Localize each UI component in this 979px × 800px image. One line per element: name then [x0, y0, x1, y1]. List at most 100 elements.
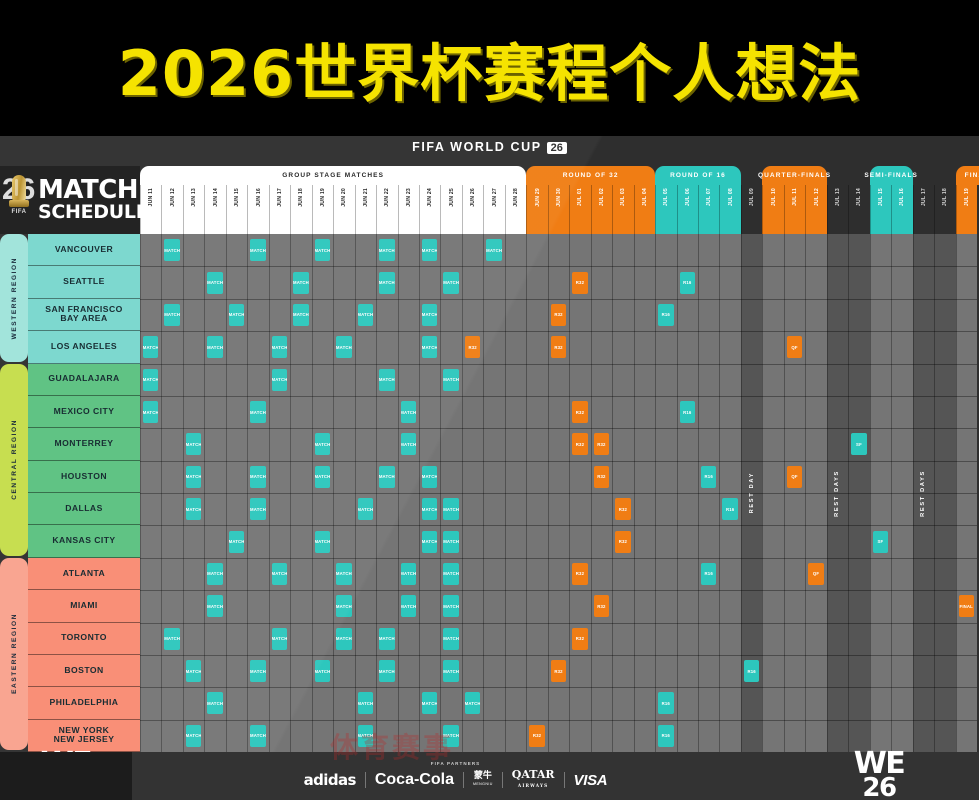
city-row-houston[interactable]: HOUSTON — [28, 460, 140, 493]
match-cell[interactable]: MATCH — [314, 465, 331, 488]
date-header-12[interactable]: JUN 23 — [397, 185, 419, 234]
match-cell[interactable]: SF — [851, 433, 867, 456]
match-cell[interactable]: QF — [786, 336, 803, 359]
date-header-2[interactable]: JUN 13 — [182, 185, 205, 234]
match-cell[interactable]: R16 — [679, 271, 695, 294]
match-cell[interactable]: MATCH — [357, 724, 374, 747]
date-header-13[interactable]: JUN 24 — [419, 185, 441, 234]
date-header-14[interactable]: JUN 25 — [440, 185, 462, 234]
match-cell[interactable]: MATCH — [443, 660, 459, 683]
match-cell[interactable]: MATCH — [464, 692, 481, 715]
match-cell[interactable]: R32 — [593, 433, 610, 456]
match-cell[interactable]: MATCH — [336, 562, 352, 585]
match-cell[interactable]: MATCH — [250, 401, 266, 424]
city-row-philadelphia[interactable]: PHILADELPHIA — [28, 687, 140, 720]
date-header-15[interactable]: JUN 26 — [461, 185, 484, 234]
city-row-san-francisco-bay-area[interactable]: SAN FRANCISCO BAY AREA — [28, 298, 140, 332]
match-cell[interactable]: R16 — [701, 562, 717, 585]
match-cell[interactable]: MATCH — [314, 433, 331, 456]
match-cell[interactable]: MATCH — [185, 724, 202, 747]
match-cell[interactable]: MATCH — [422, 303, 438, 326]
date-header-20[interactable]: JUL 01 — [569, 185, 591, 234]
date-header-11[interactable]: JUN 22 — [376, 185, 398, 234]
match-cell[interactable]: R16 — [658, 692, 674, 715]
city-row-guadalajara[interactable]: GUADALAJARA — [28, 363, 140, 396]
date-header-7[interactable]: JUN 18 — [290, 185, 312, 234]
date-header-33[interactable]: JUL 14 — [848, 185, 869, 234]
match-cell[interactable]: MATCH — [336, 627, 352, 650]
date-header-37[interactable]: JUL 18 — [934, 185, 955, 234]
match-cell[interactable]: MATCH — [379, 465, 395, 488]
city-row-miami[interactable]: MIAMI — [28, 590, 140, 623]
match-cell[interactable]: R32 — [593, 465, 610, 488]
match-cell[interactable]: MATCH — [164, 627, 180, 650]
date-header-32[interactable]: JUL 13 — [826, 185, 848, 234]
match-cell[interactable]: MATCH — [271, 562, 288, 585]
match-cell[interactable]: R16 — [701, 465, 717, 488]
match-cell[interactable]: MATCH — [228, 303, 245, 326]
match-cell[interactable]: MATCH — [400, 562, 416, 585]
match-cell[interactable]: MATCH — [293, 271, 309, 294]
date-header-16[interactable]: JUN 27 — [483, 185, 505, 234]
match-cell[interactable]: R32 — [593, 595, 610, 618]
match-cell[interactable]: R32 — [572, 627, 588, 650]
match-cell[interactable]: MATCH — [400, 433, 416, 456]
match-cell[interactable]: MATCH — [443, 368, 459, 391]
match-cell[interactable]: MATCH — [207, 595, 223, 618]
date-header-0[interactable]: JUN 11 — [140, 185, 162, 234]
match-cell[interactable]: MATCH — [379, 627, 395, 650]
match-cell[interactable]: R32 — [572, 271, 588, 294]
date-header-18[interactable]: JUN 29 — [526, 185, 548, 234]
city-row-los-angeles[interactable]: LOS ANGELES — [28, 331, 140, 364]
date-header-29[interactable]: JUL 10 — [762, 185, 784, 234]
match-cell[interactable]: MATCH — [422, 465, 438, 488]
date-header-3[interactable]: JUN 14 — [204, 185, 226, 234]
match-cell[interactable]: MATCH — [228, 530, 245, 553]
date-header-17[interactable]: JUN 28 — [504, 185, 527, 234]
match-cell[interactable]: MATCH — [143, 336, 159, 359]
city-row-monterrey[interactable]: MONTERREY — [28, 428, 140, 461]
date-header-23[interactable]: JUL 04 — [633, 185, 656, 234]
match-cell[interactable]: R32 — [550, 660, 567, 683]
match-cell[interactable]: MATCH — [422, 239, 438, 262]
match-cell[interactable]: MATCH — [207, 271, 223, 294]
match-cell[interactable]: R32 — [572, 562, 588, 585]
match-cell[interactable]: MATCH — [443, 595, 459, 618]
date-header-4[interactable]: JUN 15 — [225, 185, 248, 234]
match-cell[interactable]: MATCH — [314, 530, 331, 553]
city-row-seattle[interactable]: SEATTLE — [28, 266, 140, 299]
match-cell[interactable]: MATCH — [443, 724, 459, 747]
match-cell[interactable]: MATCH — [422, 336, 438, 359]
match-cell[interactable]: MATCH — [357, 498, 374, 521]
match-cell[interactable]: MATCH — [250, 498, 266, 521]
match-cell[interactable]: MATCH — [443, 530, 459, 553]
date-header-25[interactable]: JUL 06 — [676, 185, 698, 234]
match-cell[interactable]: MATCH — [250, 239, 266, 262]
match-cell[interactable]: R16 — [722, 498, 738, 521]
match-cell[interactable]: MATCH — [443, 498, 459, 521]
match-cell[interactable]: MATCH — [486, 239, 502, 262]
match-cell[interactable]: MATCH — [336, 595, 352, 618]
match-cell[interactable]: FINAL — [958, 595, 974, 618]
date-header-10[interactable]: JUN 21 — [354, 185, 377, 234]
date-header-9[interactable]: JUN 20 — [333, 185, 355, 234]
city-row-dallas[interactable]: DALLAS — [28, 493, 140, 526]
match-cell[interactable]: MATCH — [143, 401, 159, 424]
match-cell[interactable]: QF — [786, 465, 803, 488]
match-cell[interactable]: R16 — [743, 660, 760, 683]
date-header-8[interactable]: JUN 19 — [311, 185, 334, 234]
city-row-kansas-city[interactable]: KANSAS CITY — [28, 525, 140, 558]
date-header-35[interactable]: JUL 16 — [891, 185, 913, 234]
match-cell[interactable]: R16 — [658, 724, 674, 747]
match-cell[interactable]: MATCH — [207, 692, 223, 715]
match-cell[interactable]: MATCH — [271, 368, 288, 391]
match-cell[interactable]: MATCH — [271, 336, 288, 359]
match-cell[interactable]: R32 — [572, 401, 588, 424]
match-cell[interactable]: SF — [872, 530, 889, 553]
match-cell[interactable]: MATCH — [250, 724, 266, 747]
city-row-toronto[interactable]: TORONTO — [28, 622, 140, 655]
city-row-boston[interactable]: BOSTON — [28, 654, 140, 688]
match-cell[interactable]: R32 — [615, 498, 631, 521]
match-cell[interactable]: MATCH — [422, 692, 438, 715]
match-cell[interactable]: MATCH — [271, 627, 288, 650]
